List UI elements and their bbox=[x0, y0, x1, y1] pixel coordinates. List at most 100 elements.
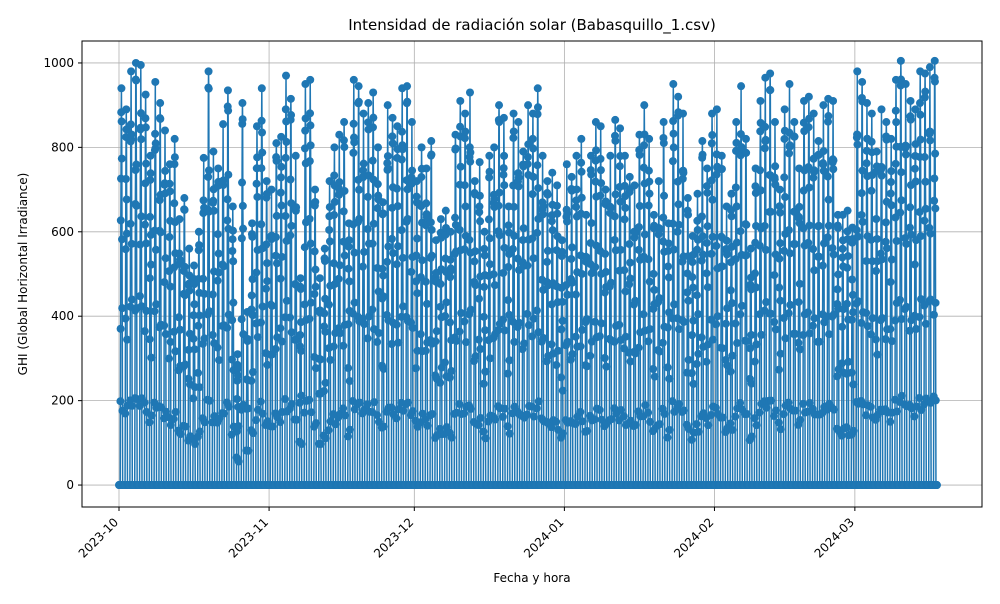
data-point bbox=[416, 330, 425, 339]
data-point bbox=[508, 317, 517, 326]
data-point bbox=[341, 411, 350, 420]
data-point bbox=[220, 409, 229, 418]
data-point bbox=[867, 109, 876, 118]
data-point bbox=[886, 189, 895, 198]
data-point bbox=[475, 202, 484, 211]
data-point bbox=[306, 109, 315, 118]
data-point bbox=[170, 199, 179, 208]
data-point bbox=[665, 425, 674, 434]
data-point bbox=[552, 417, 561, 426]
data-point bbox=[553, 181, 562, 190]
data-point bbox=[229, 257, 238, 266]
data-point bbox=[906, 96, 915, 105]
data-point bbox=[281, 105, 290, 114]
data-point bbox=[388, 139, 397, 148]
data-point bbox=[820, 239, 828, 248]
data-point bbox=[837, 431, 846, 440]
data-point bbox=[548, 168, 557, 177]
data-point bbox=[180, 205, 189, 214]
data-point bbox=[910, 412, 919, 421]
data-point bbox=[335, 261, 344, 270]
data-point bbox=[576, 342, 585, 351]
data-point bbox=[775, 365, 784, 374]
data-point bbox=[881, 237, 890, 246]
data-point bbox=[702, 239, 711, 248]
data-point bbox=[199, 274, 208, 283]
data-point bbox=[276, 418, 285, 427]
data-point bbox=[718, 413, 727, 422]
data-point bbox=[160, 278, 169, 287]
data-point bbox=[683, 194, 692, 203]
data-point bbox=[726, 419, 735, 428]
data-point bbox=[146, 212, 155, 221]
data-point bbox=[829, 250, 838, 259]
data-point bbox=[189, 334, 198, 343]
data-point bbox=[272, 259, 281, 268]
data-point bbox=[854, 297, 863, 306]
data-point bbox=[228, 235, 237, 244]
data-point bbox=[441, 206, 450, 215]
data-point bbox=[248, 311, 257, 320]
data-point bbox=[208, 331, 217, 339]
data-point bbox=[214, 249, 223, 258]
data-point bbox=[224, 402, 233, 411]
data-point bbox=[727, 189, 736, 198]
data-point bbox=[659, 118, 668, 127]
data-point bbox=[316, 355, 325, 364]
data-point bbox=[771, 162, 780, 171]
data-point bbox=[272, 211, 281, 220]
data-point bbox=[697, 333, 706, 342]
data-point bbox=[408, 407, 417, 416]
data-point bbox=[321, 294, 330, 303]
data-point bbox=[397, 226, 406, 235]
data-point bbox=[174, 313, 183, 322]
data-point bbox=[534, 397, 543, 406]
data-point bbox=[181, 422, 190, 431]
data-point bbox=[774, 418, 783, 427]
data-point bbox=[500, 151, 509, 160]
data-point bbox=[780, 105, 789, 114]
data-point bbox=[117, 154, 126, 163]
data-point bbox=[881, 335, 890, 344]
data-point bbox=[151, 245, 160, 254]
data-point bbox=[533, 84, 542, 93]
data-point bbox=[321, 434, 330, 443]
data-point bbox=[359, 159, 368, 168]
data-point bbox=[916, 110, 925, 119]
data-point bbox=[305, 314, 314, 323]
data-point bbox=[539, 202, 548, 211]
data-point bbox=[151, 129, 160, 138]
data-point bbox=[151, 77, 160, 86]
data-point bbox=[780, 246, 789, 255]
data-point bbox=[239, 224, 248, 233]
data-point bbox=[363, 400, 372, 409]
data-point bbox=[219, 262, 228, 271]
data-point bbox=[403, 82, 412, 91]
data-point bbox=[921, 87, 930, 96]
data-point bbox=[418, 256, 427, 265]
data-point bbox=[287, 400, 296, 409]
data-point bbox=[248, 275, 257, 284]
data-point bbox=[872, 214, 881, 223]
data-point bbox=[166, 187, 175, 196]
data-point bbox=[344, 320, 353, 329]
data-point bbox=[543, 190, 552, 199]
data-point bbox=[518, 236, 527, 245]
data-point bbox=[810, 314, 819, 323]
data-point bbox=[809, 109, 818, 118]
data-point bbox=[447, 266, 456, 275]
data-point bbox=[712, 320, 721, 329]
data-point bbox=[427, 251, 436, 260]
data-point bbox=[688, 331, 697, 340]
data-point bbox=[931, 204, 940, 213]
data-point bbox=[355, 214, 364, 223]
data-point bbox=[750, 414, 759, 423]
data-point bbox=[499, 164, 508, 173]
data-point bbox=[427, 137, 436, 146]
data-point bbox=[596, 191, 605, 200]
data-point bbox=[116, 397, 125, 406]
data-point bbox=[499, 113, 508, 122]
data-point bbox=[291, 151, 300, 160]
data-point bbox=[175, 249, 184, 258]
data-point bbox=[731, 183, 740, 192]
